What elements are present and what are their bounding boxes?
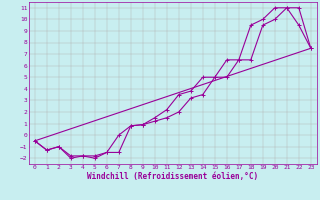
X-axis label: Windchill (Refroidissement éolien,°C): Windchill (Refroidissement éolien,°C) bbox=[87, 172, 258, 181]
